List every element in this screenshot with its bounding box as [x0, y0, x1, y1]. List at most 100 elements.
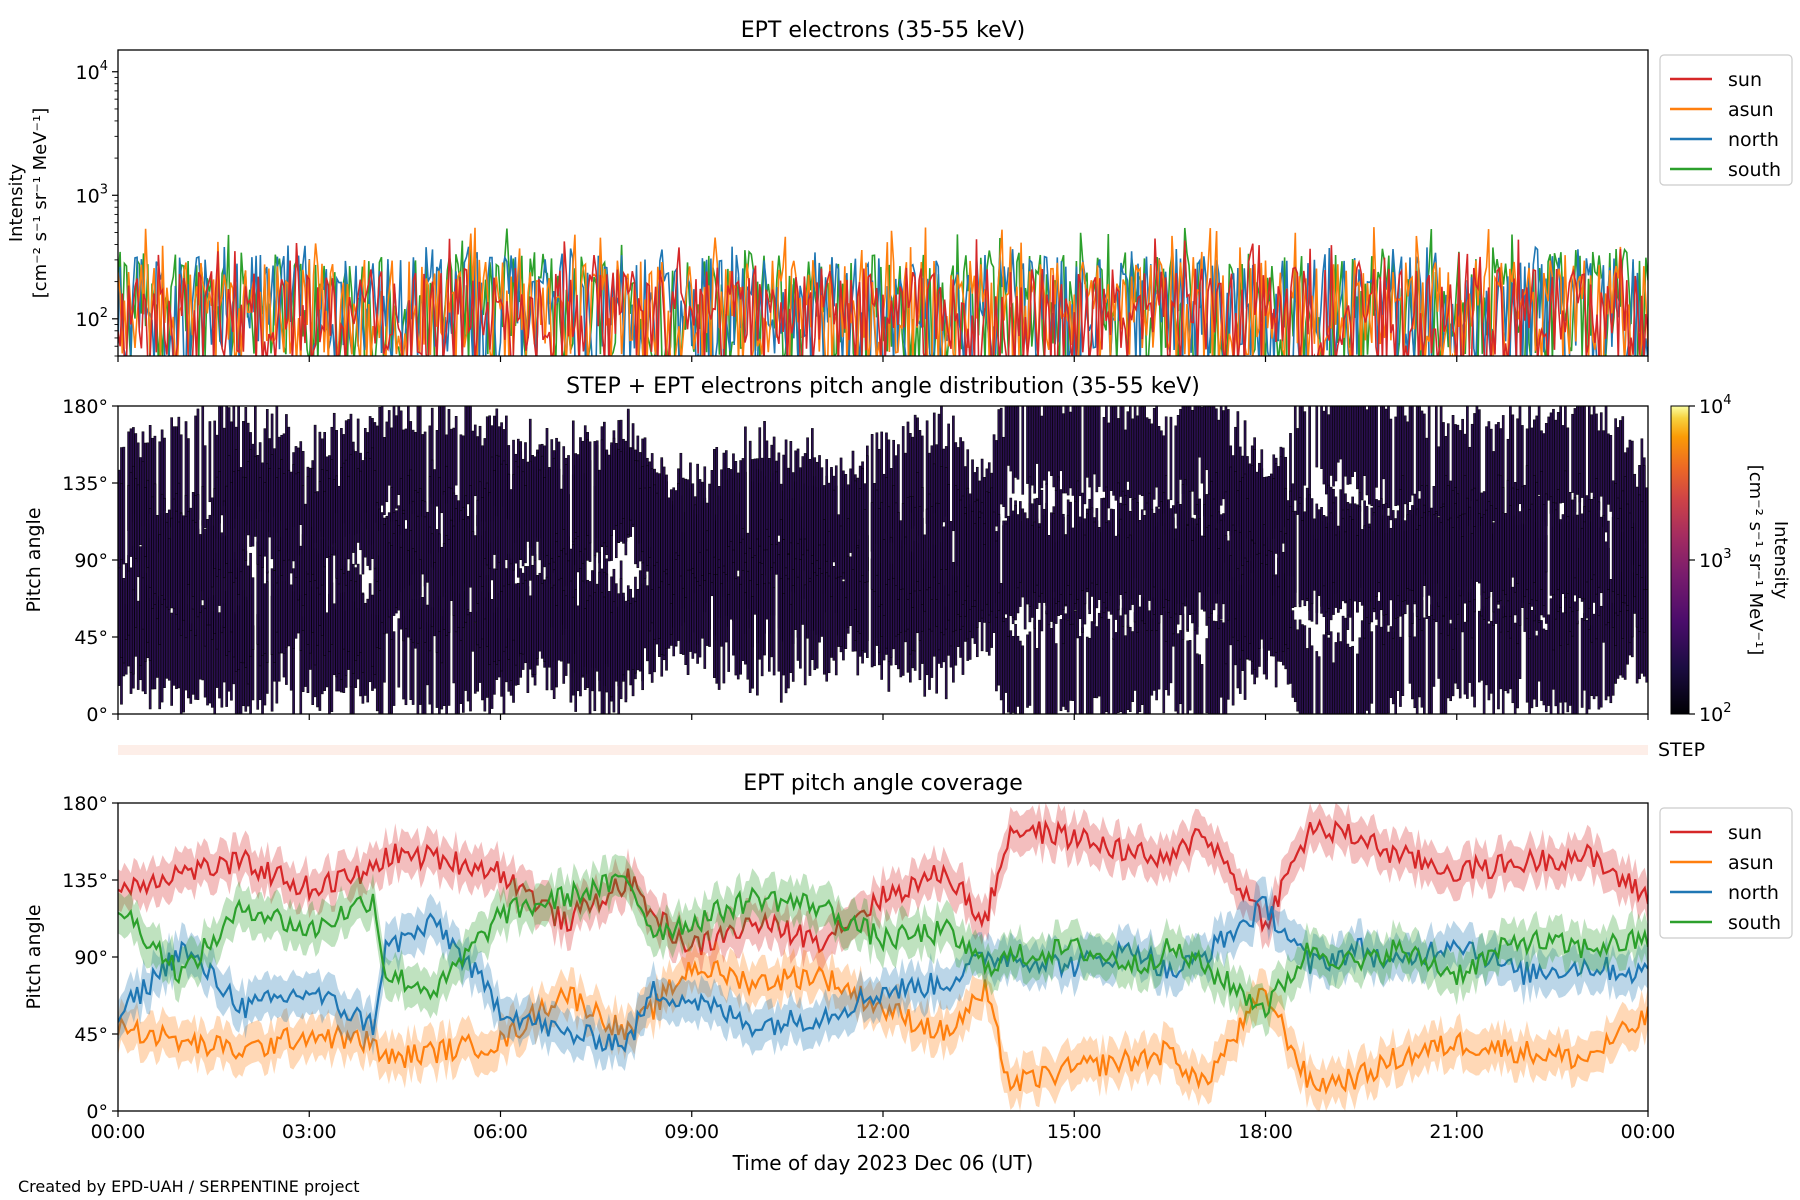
heatmap-cell: [392, 631, 396, 706]
heatmap-cell: [1363, 406, 1366, 476]
heatmap-cell: [727, 468, 731, 547]
heatmap-cell: [1384, 408, 1388, 514]
coverage-band-north: [118, 876, 1648, 1071]
heatmap-cell: [1332, 502, 1335, 583]
heatmap-cell: [179, 513, 183, 636]
heatmap-cell: [1078, 406, 1082, 497]
heatmap-cell: [1162, 492, 1166, 608]
coverage-line-sun: [118, 818, 1648, 956]
heatmap-cell: [1212, 498, 1216, 611]
heatmap-cell: [540, 455, 544, 584]
x-tick-label: 12:00: [856, 1121, 911, 1143]
heatmap-cell: [206, 519, 209, 626]
heatmap-cell: [273, 570, 276, 663]
heatmap-cell: [622, 438, 625, 519]
heatmap-cell: [1368, 526, 1371, 624]
heatmap-cell: [332, 479, 336, 556]
heatmap-cell: [997, 513, 1001, 594]
heatmap-cell: [550, 439, 554, 570]
heatmap-cell: [1631, 527, 1634, 638]
legend-label-sun: sun: [1728, 69, 1762, 91]
heatmap-cell: [1007, 406, 1010, 466]
heatmap-cell: [569, 580, 573, 703]
heatmap-cell: [1088, 406, 1091, 488]
heatmap-cell: [1568, 492, 1572, 608]
heatmap-cell: [1186, 640, 1190, 714]
heatmap-cell: [1315, 406, 1319, 468]
heatmap-cell: [1090, 406, 1094, 513]
heatmap-cell: [1026, 406, 1029, 484]
heatmap-cell: [672, 487, 676, 595]
heatmap-cell: [1396, 406, 1400, 506]
heatmap-cell: [803, 584, 807, 686]
heatmap-cell: [1320, 507, 1323, 614]
heatmap-cell: [1595, 478, 1598, 595]
heatmap-cell: [528, 460, 532, 581]
heatmap-cell: [1580, 617, 1584, 708]
heatmap-cell: [921, 487, 924, 605]
heatmap-cell: [1277, 466, 1280, 588]
heatmap-cell: [1227, 409, 1230, 532]
heatmap-cell: [756, 584, 759, 696]
heatmap-cell: [1592, 406, 1596, 510]
heatmap-cell: [1236, 568, 1240, 641]
heatmap-cell: [1540, 471, 1543, 590]
heatmap-cell: [1205, 526, 1209, 626]
heatmap-cell: [490, 456, 494, 581]
heatmap-cell: [1638, 494, 1641, 566]
heatmap-cell: [172, 498, 176, 609]
heatmap-cell: [1195, 523, 1199, 635]
heatmap-cell: [1019, 640, 1022, 714]
heatmap-cell: [1365, 505, 1369, 618]
heatmap-cell: [430, 533, 434, 628]
heatmap-cell: [1504, 612, 1507, 691]
heatmap-cell: [617, 593, 621, 714]
heatmap-cell: [1442, 422, 1445, 514]
legend-label-south: south: [1728, 159, 1781, 181]
heatmap-cell: [1346, 643, 1350, 714]
heatmap-cell: [1093, 521, 1096, 624]
heatmap-cell: [1296, 629, 1299, 712]
heatmap-cell: [1095, 508, 1099, 585]
heatmap-cell: [201, 486, 205, 601]
heatmap-cell: [1303, 625, 1307, 714]
heatmap-cell: [483, 488, 487, 559]
coverage-line-asun: [118, 959, 1648, 1096]
heatmap-cell: [1394, 416, 1397, 506]
heatmap-cell: [158, 534, 162, 645]
heatmap-cell: [830, 467, 833, 598]
heatmap-cell: [732, 562, 735, 656]
heatmap-cell: [555, 605, 558, 688]
heatmap-cell: [1195, 406, 1199, 516]
heatmap-cell: [935, 502, 938, 600]
heatmap-cell: [1626, 503, 1629, 606]
heatmap-cell: [1501, 605, 1505, 714]
heatmap-cell: [275, 477, 279, 584]
heatmap-cell: [191, 607, 195, 695]
heatmap-cell: [1628, 512, 1632, 644]
heatmap-cell: [1191, 409, 1194, 492]
heatmap-cell: [849, 556, 852, 626]
heatmap-cell: [545, 576, 549, 691]
heatmap-cell: [999, 407, 1003, 505]
x-tick-label: 06:00: [473, 1121, 528, 1143]
heatmap-cell: [144, 487, 147, 557]
heatmap-cell: [402, 513, 405, 642]
heatmap-cell: [1066, 515, 1070, 586]
heatmap-cell: [863, 509, 867, 583]
heatmap-cell: [1533, 614, 1536, 700]
heatmap-cell: [316, 491, 319, 589]
heatmap-cell: [732, 453, 735, 551]
heatmap-cell: [1169, 607, 1173, 684]
heatmap-cell: [1411, 505, 1414, 591]
heatmap-cell: [196, 494, 200, 618]
heatmap-cell: [1396, 510, 1400, 597]
heatmap-cell: [586, 439, 589, 536]
y-tick-label: 90°: [74, 947, 108, 969]
heatmap-cell: [538, 572, 542, 652]
heatmap-cell: [610, 612, 613, 698]
heatmap-cell: [1207, 406, 1211, 495]
heatmap-cell: [1057, 406, 1060, 482]
heatmap-cell: [1133, 406, 1137, 501]
heatmap-cell: [237, 470, 240, 595]
